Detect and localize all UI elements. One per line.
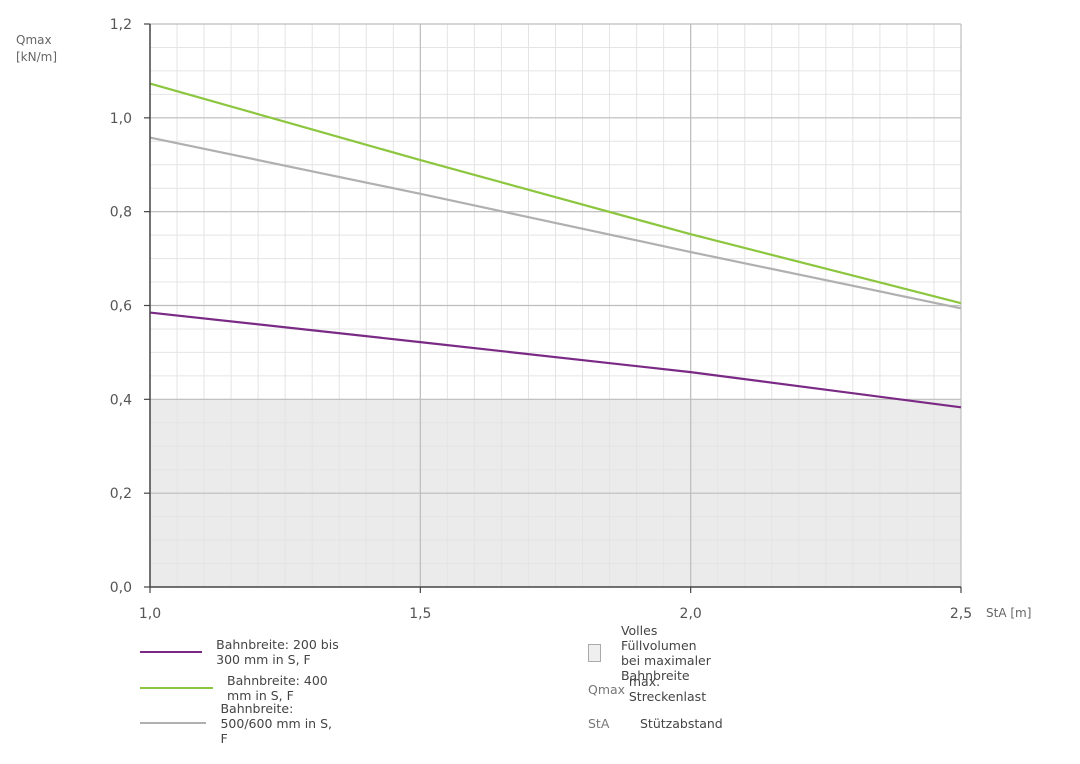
legend-label-series-2: Bahnbreite: 400 mm in S, F	[227, 673, 328, 703]
legend-swatch-shaded	[588, 644, 601, 662]
y-tick-label: 0,8	[110, 205, 132, 221]
y-tick-label: 1,0	[110, 111, 132, 127]
legend-label-shaded: Volles Füllvolumen bei maximaler Bahnbre…	[620, 623, 711, 683]
chart: 0,0 0,2 0,4 0,6 0,8 1,0 1,2 1,0 1,5 2,0 2,5 Qmax […	[16, 17, 1031, 620]
legend-item-qmax: Qmax max. Streckenlast	[588, 674, 717, 704]
legend-label-series-1: Bahnbreite: 200 bis 300 mm in S, F	[216, 637, 339, 667]
y-tick-label: 0,6	[110, 299, 132, 315]
legend-desc-qmax: max. Streckenlast	[628, 674, 707, 704]
tick-labels: 0,0 0,2 0,4 0,6 0,8 1,0 1,2 1,0 1,5 2,0 2,5	[110, 17, 972, 620]
legend-item-sta: StA Stützabstand	[588, 713, 723, 733]
grid-major	[150, 23, 962, 587]
y-axis-label-line2: [kN/m]	[16, 50, 57, 64]
y-tick-label: 0,4	[110, 392, 132, 408]
y-axis-label-line1: Qmax	[16, 33, 52, 47]
y-tick-label: 0,2	[110, 486, 132, 502]
series-line-2	[149, 82, 962, 305]
x-axis-label: StA [m]	[986, 606, 1031, 620]
legend-abbr-qmax: Qmax	[588, 681, 626, 697]
x-tick-label: 1,5	[409, 606, 431, 620]
legend-desc-sta: Stützabstand	[640, 715, 723, 731]
legend-swatch-series-2	[140, 687, 214, 689]
legend-swatch-series-3	[140, 722, 207, 724]
legend-swatch-series-1	[140, 651, 203, 653]
series-lines	[149, 82, 962, 409]
legend-abbr-sta: StA	[588, 715, 610, 731]
axes	[144, 23, 962, 593]
series-line-1	[149, 311, 962, 409]
legend-item-series-2: Bahnbreite: 400 mm in S, F	[140, 673, 339, 703]
legend-item-series-1: Bahnbreite: 200 bis 300 mm in S, F	[140, 637, 339, 667]
x-tick-label: 2,0	[680, 606, 702, 620]
x-tick-label: 2,5	[950, 606, 972, 620]
y-tick-label: 1,2	[110, 17, 132, 33]
x-tick-label: 1,0	[139, 606, 161, 620]
series-line-3	[149, 136, 962, 310]
legend-label-series-3: Bahnbreite: 500/600 mm in S, F	[220, 700, 332, 746]
y-tick-label: 0,0	[110, 580, 132, 596]
legend-item-shaded: Volles Füllvolumen bei maximaler Bahnbre…	[588, 623, 718, 683]
legend-item-series-3: Bahnbreite: 500/600 mm in S, F	[140, 701, 339, 746]
